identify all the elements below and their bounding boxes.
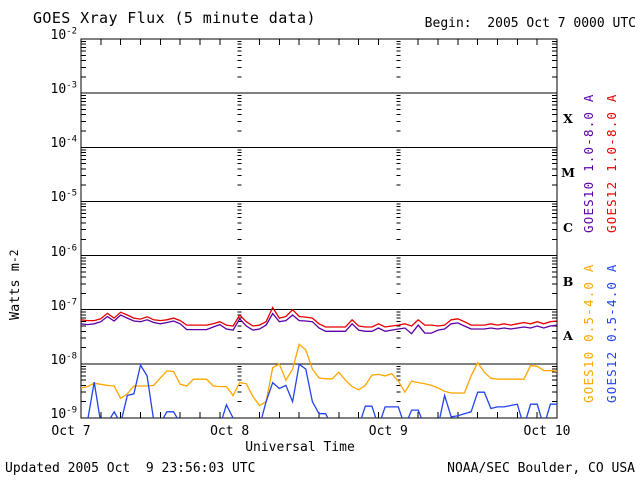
begin-timestamp: Begin: 2005 Oct 7 0000 UTC bbox=[424, 16, 636, 31]
legend-goes10-long: GOES10 1.0-8.0 A bbox=[581, 93, 596, 233]
series-goes10-0-5-4-0-a bbox=[81, 343, 557, 407]
y-tick-label: 10-9 bbox=[50, 405, 78, 422]
footer-updated-text: Updated 2005 Oct 9 23:56:03 UTC bbox=[5, 461, 256, 476]
flare-class-x: X bbox=[563, 111, 573, 127]
y-tick-label: 10-8 bbox=[50, 351, 78, 368]
y-tick-label: 10-5 bbox=[50, 189, 78, 206]
y-tick-label: 10-2 bbox=[50, 26, 78, 43]
legend-goes10-short: GOES10 0.5-4.0 A bbox=[581, 263, 596, 403]
x-tick-label: Oct 9 bbox=[368, 424, 408, 439]
y-tick-label: 10-3 bbox=[50, 80, 78, 98]
legend-goes12-long: GOES12 1.0-8.0 A bbox=[604, 93, 619, 233]
series-goes12-1-0-8-0-a bbox=[81, 306, 557, 328]
footer-source-text: NOAA/SEC Boulder, CO USA bbox=[447, 461, 635, 476]
page-title: GOES Xray Flux (5 minute data) bbox=[33, 9, 316, 27]
flare-class-c: C bbox=[563, 219, 573, 235]
x-axis-title: Universal Time bbox=[245, 440, 355, 455]
x-tick-label: Oct 10 bbox=[523, 424, 571, 439]
y-axis-title: Watts m -2 bbox=[7, 249, 23, 321]
y-tick-label: 10-6 bbox=[50, 243, 78, 260]
flare-class-a: A bbox=[563, 327, 573, 343]
y-tick-label: 10-7 bbox=[50, 297, 78, 314]
series-goes12-0-5-4-0-a bbox=[87, 363, 557, 418]
y-axis-title-base: Watts m bbox=[7, 263, 23, 321]
flare-class-m: M bbox=[561, 165, 575, 181]
flare-class-b: B bbox=[562, 273, 574, 289]
plot-frame bbox=[80, 38, 558, 419]
series-goes10-1-0-8-0-a bbox=[81, 312, 557, 335]
x-tick-label: Oct 7 bbox=[51, 424, 91, 439]
y-tick-label: 10-4 bbox=[50, 134, 78, 152]
legend-goes12-short: GOES12 0.5-4.0 A bbox=[604, 263, 619, 403]
x-tick-label: Oct 8 bbox=[210, 424, 250, 439]
